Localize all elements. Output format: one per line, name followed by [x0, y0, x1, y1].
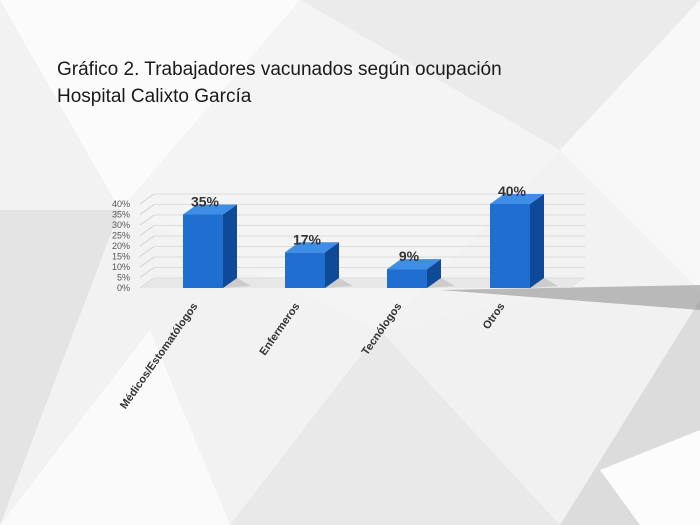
y-tick-label: 15% — [112, 252, 130, 262]
category-label: Tecnólogos — [360, 301, 405, 358]
bar-side — [223, 204, 237, 288]
bar-side — [530, 194, 544, 288]
y-tick-label: 30% — [112, 220, 130, 230]
title-line-1: Gráfico 2. Trabajadores vacunados según … — [57, 59, 502, 80]
category-label: Otros — [481, 301, 508, 332]
gridline-side — [139, 204, 155, 215]
gridline-side — [139, 193, 155, 205]
y-tick-label: 5% — [117, 273, 130, 283]
bar-top — [490, 194, 544, 204]
gridline-side — [139, 246, 155, 257]
chart-floor — [140, 278, 585, 288]
gridline-side — [139, 256, 155, 268]
title-line-2: Hospital Calixto García — [57, 86, 252, 107]
bar — [490, 204, 530, 288]
bar-side — [325, 242, 339, 288]
bar-side — [427, 259, 441, 288]
y-tick-label: 35% — [112, 210, 130, 220]
category-label: Enfermeros — [258, 301, 303, 358]
gridline-side — [139, 225, 155, 236]
data-label: 17% — [293, 231, 322, 247]
y-tick-label: 25% — [112, 231, 130, 241]
bar — [387, 269, 427, 288]
data-label: 35% — [191, 194, 220, 210]
y-tick-label: 10% — [112, 262, 130, 272]
gridline-side — [139, 267, 155, 278]
gridline-side — [139, 235, 155, 247]
bar — [285, 252, 325, 288]
bar — [183, 214, 223, 288]
bar-top — [285, 242, 339, 253]
bar-top — [183, 204, 237, 215]
data-label: 9% — [399, 248, 420, 264]
data-label: 40% — [498, 183, 527, 199]
gridline-side — [139, 214, 155, 226]
category-label: Médicos/Estomatólogos — [118, 301, 200, 412]
bar-top — [387, 259, 441, 270]
y-tick-label: 0% — [117, 283, 130, 293]
slide-title: Gráfico 2. Trabajadores vacunados según … — [57, 56, 502, 110]
y-tick-label: 40% — [112, 199, 130, 209]
y-tick-label: 20% — [112, 241, 130, 251]
